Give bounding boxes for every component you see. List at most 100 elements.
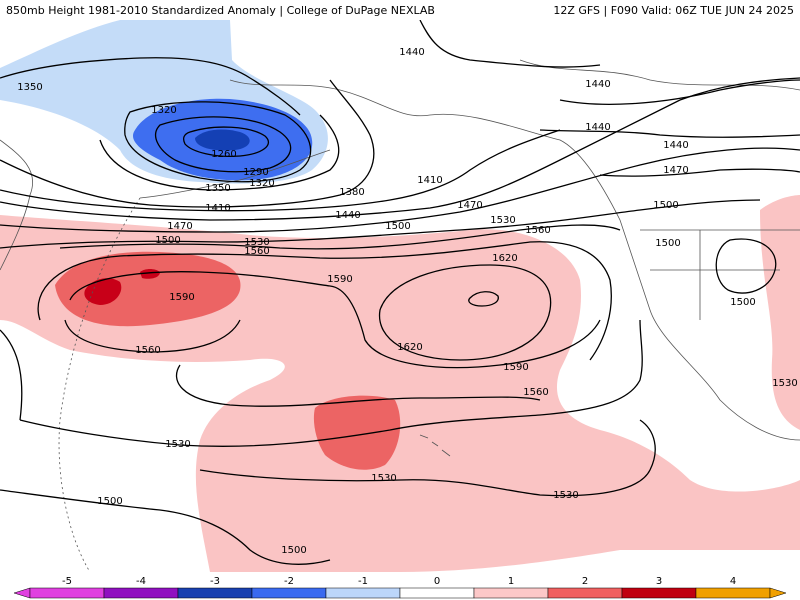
alaska-coast [229,79,800,441]
contour-label: 1410 [417,175,442,186]
contour-label: 1350 [205,183,230,194]
contour-1530-east [199,419,656,497]
contour-1560-west-loop [64,319,241,353]
pos-dark-area [84,278,122,305]
contour-1500-east-loop [715,238,777,294]
contour-label: 1350 [17,82,42,93]
contour-1440-main [0,77,800,221]
colorbar-tick-label: -3 [210,576,220,587]
contour-label: 1560 [244,246,269,257]
contour-1320-loop [124,101,312,183]
height-contours [0,20,800,565]
contour-label: 1410 [205,203,230,214]
contour-label: 1500 [655,238,680,249]
contour-label: 1440 [663,140,688,151]
colorbar-swatch [251,587,327,599]
contour-1440-e [539,129,800,138]
colorbar-swatch [399,587,475,599]
contour-label: 1260 [211,149,236,160]
colorbar-tick-label: -2 [284,576,294,587]
colorbar-arrow-right [769,587,787,599]
contour-label: 1530 [553,490,578,501]
pos-mid-area-central [313,395,401,470]
colorbar-tick-label: 0 [434,576,440,587]
contour-label: 1530 [244,237,269,248]
contour-label: 1530 [772,378,797,389]
colorbar-tick-label: -4 [136,576,146,587]
contour-label: 1320 [151,105,176,116]
asia-coast [0,139,33,271]
colorbar-swatch [177,587,253,599]
north-coast [519,59,800,91]
contour-1530-south [19,319,643,447]
contour-label: 1440 [335,210,360,221]
contour-label: 1380 [339,187,364,198]
negative-anomaly-shading [0,20,328,184]
contour-1590-east [329,285,601,369]
coastlines [0,59,800,572]
contour-1440-ne [559,79,800,105]
pos-mid-area-west [55,251,241,327]
contour-1470 [0,147,800,233]
colorbar-swatch [29,587,105,599]
date-line [58,197,141,572]
contour-label: 1290 [243,167,268,178]
contour-1260-loop [183,126,270,158]
contour-1530 [59,224,621,250]
contour-label: 1440 [585,79,610,90]
aleutians [139,149,331,199]
pos-light-area-east [760,195,800,430]
pos-dark-area-small [140,269,160,279]
colorbar-swatch [547,587,623,599]
contour-label: 1530 [371,473,396,484]
contour-label: 1320 [249,178,274,189]
contour-1350-b [99,114,340,191]
positive-anomaly-shading [0,195,800,572]
contour-1380 [0,79,375,208]
colorbar-swatches [13,587,787,599]
contour-label: 1470 [663,165,688,176]
contour-label: 1500 [653,200,678,211]
contour-1470-e [599,168,800,177]
hawaii [419,434,451,457]
colorbar-swatch [695,587,771,599]
anomaly-map: 1440 1440 1440 1440 1470 1350 1320 1260 … [0,20,800,572]
colorbar-swatch [325,587,401,599]
contour-1500-west [0,329,23,421]
colorbar-tick-labels: -5-4-3-2-1012345 [62,576,736,587]
contour-label: 1440 [399,47,424,58]
colorbar-swatch [473,587,549,599]
contour-label: 1590 [169,292,194,303]
contour-1590-west [69,271,331,301]
contour-1620-inner [468,291,499,307]
colorbar-arrow-left [13,587,31,599]
contour-1350 [0,57,301,116]
contour-label: 1500 [155,235,180,246]
colorbar-swatch [103,587,179,599]
colorbar-tick-label: 4 [730,576,736,587]
contour-1440-north [419,20,601,68]
contour-label: 1470 [457,200,482,211]
contour-1410 [0,129,561,212]
contour-1560-north [37,241,612,361]
contour-label: 1530 [165,439,190,450]
contour-label: 1500 [281,545,306,556]
contour-label: 1500 [97,496,122,507]
colorbar-tick-label: 2 [582,576,588,587]
colorbar-tick-label: 3 [656,576,662,587]
model-run-info: 12Z GFS | F090 Valid: 06Z TUE JUN 24 202… [553,4,794,17]
contour-label: 1560 [523,387,548,398]
contour-label: 1470 [167,221,192,232]
contour-1620-loop [378,264,552,361]
contour-label: 1620 [397,342,422,353]
us-borders [640,229,800,320]
contour-label: 1560 [135,345,160,356]
contour-label: 1560 [525,225,550,236]
contour-label: 1500 [730,297,755,308]
neg-dark-area [195,129,250,151]
anomaly-colorbar: -5-4-3-2-1012345 [0,572,800,600]
colorbar-tick-label: -5 [62,576,72,587]
colorbar-tick-label: 1 [508,576,514,587]
contour-label: 1530 [490,215,515,226]
